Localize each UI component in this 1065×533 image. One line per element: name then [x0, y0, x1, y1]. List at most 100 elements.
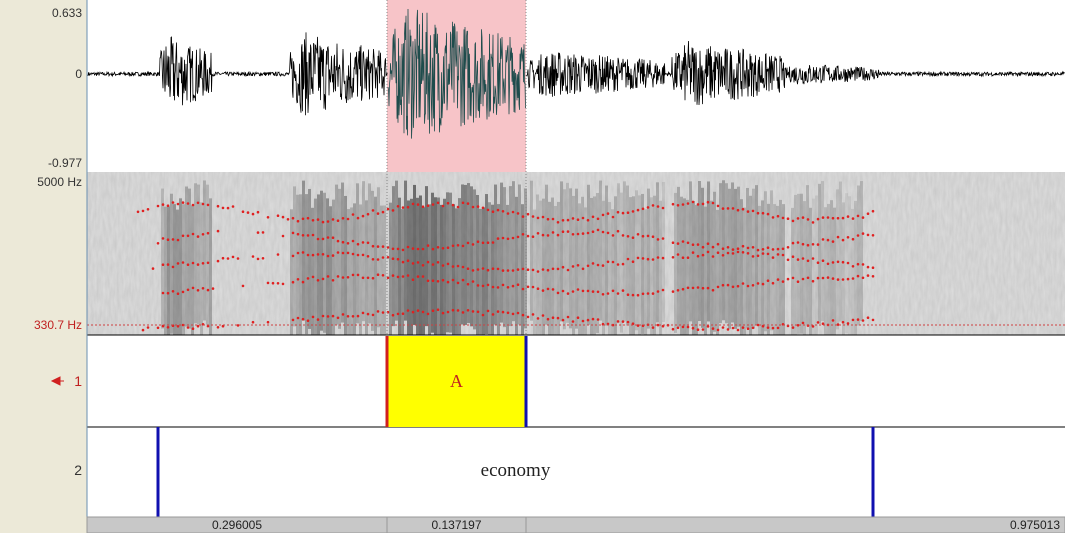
formant-dot	[692, 243, 695, 246]
formant-dot	[677, 204, 680, 207]
formant-dot	[342, 276, 345, 279]
formant-dot	[362, 277, 365, 280]
formant-dot	[472, 243, 475, 246]
formant-dot	[392, 248, 395, 251]
spectrogram-band	[584, 207, 587, 347]
formant-dot	[712, 202, 715, 205]
formant-dot	[157, 242, 160, 245]
formant-dot	[412, 311, 415, 314]
spectrogram-band	[491, 205, 494, 345]
formant-dot	[802, 257, 805, 260]
spectrogram-band	[683, 198, 686, 338]
formant-dot	[447, 202, 450, 205]
spectrogram-band	[632, 196, 635, 336]
formant-dot	[282, 216, 285, 219]
formant-dot	[822, 216, 825, 219]
formant-dot	[617, 292, 620, 295]
formant-dot	[282, 283, 285, 286]
formant-dot	[372, 245, 375, 248]
spectrogram-band	[710, 201, 713, 341]
formant-dot	[332, 218, 335, 221]
formant-dot	[682, 326, 685, 329]
formant-dot	[577, 288, 580, 291]
formant-dot	[317, 218, 320, 221]
tier-panel	[87, 335, 1065, 517]
spectrogram-band	[437, 198, 440, 338]
formant-dot	[602, 214, 605, 217]
spectrogram-band	[320, 191, 323, 331]
spectrogram-band	[674, 193, 677, 333]
formant-dot	[702, 254, 705, 257]
formant-dot	[302, 318, 305, 321]
formant-dot	[407, 206, 410, 209]
spectrogram-band	[659, 201, 662, 341]
interval-label[interactable]: economy	[158, 460, 873, 482]
spectrogram-band	[185, 186, 188, 326]
formant-dot	[842, 321, 845, 324]
formant-dot	[477, 268, 480, 271]
formant-dot	[417, 309, 420, 312]
formant-dot	[317, 253, 320, 256]
duration[interactable]: 0.296005	[87, 518, 387, 532]
spectrogram-band	[599, 181, 602, 321]
spectrogram-band	[617, 183, 620, 323]
formant-dot	[312, 276, 315, 279]
formant-dot	[352, 315, 355, 318]
formant-dot	[302, 218, 305, 221]
formant-dot	[267, 282, 270, 285]
formant-dot	[597, 264, 600, 267]
formant-dot	[837, 278, 840, 281]
formant-dot	[782, 217, 785, 220]
spectrogram-band	[854, 201, 857, 341]
spectrogram-band	[857, 186, 860, 326]
formant-dot	[557, 317, 560, 320]
spectrogram-band	[182, 204, 185, 344]
spectrogram-band	[638, 195, 641, 335]
spectrogram-band	[767, 204, 770, 344]
formant-dot	[627, 293, 630, 296]
duration[interactable]: 0.137197	[387, 518, 526, 532]
formant-dot	[237, 257, 240, 260]
formant-dot	[292, 217, 295, 220]
formant-dot	[342, 241, 345, 244]
formant-dot	[802, 322, 805, 325]
spectrogram-band	[413, 185, 416, 325]
formant-dot	[757, 212, 760, 215]
formant-dot	[547, 218, 550, 221]
formant-dot	[257, 258, 260, 261]
formant-dot	[252, 255, 255, 258]
formant-dot	[622, 320, 625, 323]
formant-dot	[687, 256, 690, 259]
formant-dot	[717, 286, 720, 289]
formant-dot	[842, 278, 845, 281]
spectrogram-band	[680, 197, 683, 337]
formant-dot	[427, 244, 430, 247]
formant-dot	[307, 254, 310, 257]
formant-dot	[677, 253, 680, 256]
formant-dot	[447, 281, 450, 284]
formant-dot	[662, 257, 665, 260]
formant-dot	[557, 221, 560, 224]
spectrogram-band	[515, 197, 518, 337]
formant-dot	[697, 243, 700, 246]
formant-dot	[412, 203, 415, 206]
formant-dot	[567, 269, 570, 272]
formant-dot	[167, 204, 170, 207]
formant-dot	[507, 238, 510, 241]
formant-dot	[337, 219, 340, 222]
formant-dot	[562, 219, 565, 222]
formant-dot	[337, 240, 340, 243]
formant-dot	[812, 280, 815, 283]
formant-dot	[747, 327, 750, 330]
formant-dot	[777, 215, 780, 218]
formant-dot	[647, 258, 650, 261]
spectrogram-band	[812, 199, 815, 339]
interval-label[interactable]: A	[387, 371, 526, 392]
formant-dot	[407, 259, 410, 262]
formant-dot	[202, 233, 205, 236]
duration[interactable]: 0.975013	[940, 518, 1060, 532]
formant-dot	[442, 279, 445, 282]
tier-name: 1	[0, 373, 82, 389]
formant-dot	[412, 262, 415, 265]
formant-dot	[502, 210, 505, 213]
